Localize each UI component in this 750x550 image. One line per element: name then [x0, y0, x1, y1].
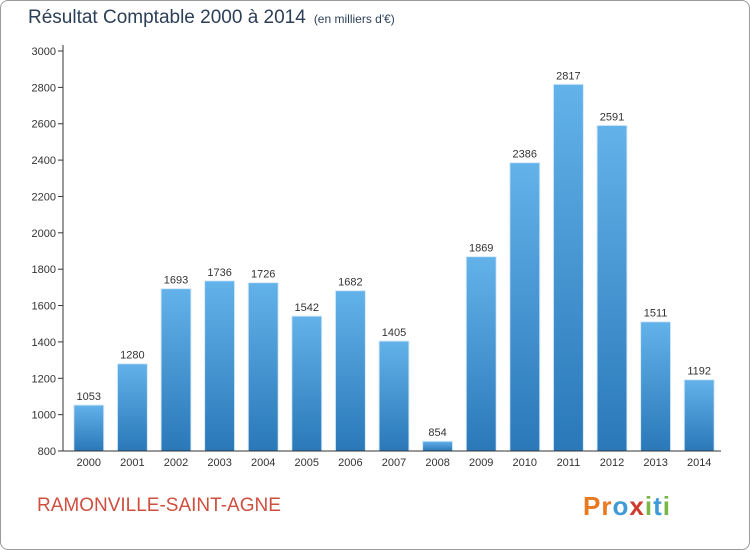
- data-label-2011: 2817: [556, 70, 580, 82]
- y-tick-label: 1800: [32, 264, 56, 276]
- data-label-2003: 1736: [207, 267, 231, 279]
- x-axis: 2000 2001 2002 2003 2004 2005 2006 2007 2008 2009…: [63, 450, 721, 469]
- y-tick-label: 3000: [32, 46, 56, 58]
- logo-letter: x: [629, 491, 645, 521]
- y-tick-label: 2000: [32, 228, 56, 240]
- bar-2003: [204, 280, 236, 452]
- x-tick-label: 2005: [295, 457, 319, 469]
- bar-2002: [160, 288, 192, 452]
- data-label-2000: 1053: [77, 391, 101, 403]
- x-tick-label: 2004: [251, 457, 275, 469]
- x-tick-label: 2002: [164, 457, 188, 469]
- bar-2013: [640, 321, 672, 452]
- x-tick-label: 2012: [600, 457, 624, 469]
- data-label-2010: 2386: [513, 149, 537, 161]
- bar-2014: [683, 379, 715, 452]
- data-label-2007: 1405: [382, 327, 406, 339]
- bar-2007: [378, 340, 410, 452]
- bar-2001: [116, 363, 148, 452]
- x-tick-label: 2014: [687, 457, 711, 469]
- logo-letter: o: [612, 491, 630, 521]
- y-tick-label: 800: [38, 446, 56, 458]
- y-tick-label: 1000: [32, 410, 56, 422]
- y-tick-label: 1400: [32, 337, 56, 349]
- commune-name: RAMONVILLE-SAINT-AGNE: [37, 495, 281, 516]
- chart-title-text: Résultat Comptable 2000 à 2014: [28, 7, 306, 28]
- x-tick-label: 2003: [207, 457, 231, 469]
- y-tick-label: 2800: [32, 82, 56, 94]
- data-label-2004: 1726: [251, 269, 275, 281]
- logo-letter: r: [601, 491, 613, 521]
- bar-2010: [509, 162, 541, 452]
- y-axis: 800 1000 1200 1400 1600 1800 2000 2200 2400 2600 2…: [32, 45, 64, 458]
- data-labels: 1053 1280 1693 1736 1726 1542 1682 1405 854 1869 2…: [77, 70, 711, 439]
- x-tick-label: 2013: [643, 457, 667, 469]
- x-tick-label: 2000: [77, 457, 101, 469]
- y-tick-label: 2400: [32, 155, 56, 167]
- data-label-2013: 1511: [644, 308, 668, 320]
- data-label-2002: 1693: [164, 275, 188, 287]
- bar-2012: [596, 124, 628, 452]
- bar-2011: [552, 83, 584, 452]
- proxiti-logo: Proxiti: [583, 491, 671, 522]
- x-tick-label: 2007: [382, 457, 406, 469]
- logo-letter: P: [583, 491, 602, 521]
- x-tick-label: 2001: [120, 457, 144, 469]
- x-tick-label: 2009: [469, 457, 493, 469]
- logo-letter: i: [644, 491, 654, 521]
- data-label-2006: 1682: [338, 277, 362, 289]
- x-tick-label: 2006: [338, 457, 362, 469]
- y-tick-label: 2600: [32, 119, 56, 131]
- data-label-2008: 854: [428, 427, 446, 439]
- bar-2006: [334, 290, 366, 452]
- x-tick-label: 2011: [557, 457, 581, 469]
- bar-2008: [422, 440, 454, 452]
- logo-letter: i: [662, 491, 671, 521]
- bar-2005: [291, 315, 323, 452]
- bar-2000: [73, 404, 105, 452]
- data-label-2014: 1192: [687, 366, 711, 378]
- data-label-2001: 1280: [120, 350, 144, 362]
- bar-2009: [465, 256, 497, 452]
- bars: [73, 83, 715, 452]
- y-tick-label: 1600: [32, 301, 56, 313]
- x-tick-label: 2008: [425, 457, 449, 469]
- chart-subtitle: (en milliers d'€): [313, 12, 395, 26]
- data-label-2009: 1869: [469, 243, 493, 255]
- bar-2004: [247, 282, 279, 452]
- y-tick-label: 2200: [32, 191, 56, 203]
- x-tick-label: 2010: [513, 457, 537, 469]
- data-label-2005: 1542: [295, 302, 319, 314]
- chart-title: Résultat Comptable 2000 à 2014 (en millie…: [28, 7, 395, 29]
- data-label-2012: 2591: [600, 111, 624, 123]
- logo-letter: t: [653, 491, 663, 521]
- y-tick-label: 1200: [32, 373, 56, 385]
